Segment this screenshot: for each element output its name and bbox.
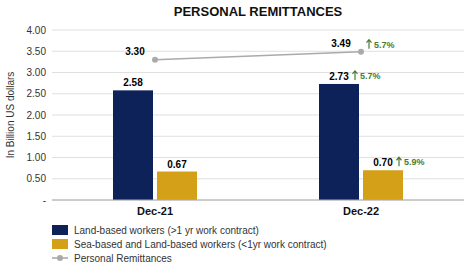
- data-label: 2.58: [123, 77, 143, 88]
- growth-label: 5.7%: [374, 40, 395, 50]
- line: [155, 52, 361, 60]
- y-tick-label: 4.00: [27, 25, 47, 36]
- grid-line: [52, 30, 464, 31]
- growth-arrow: [397, 157, 402, 166]
- grid-line: [52, 51, 464, 52]
- y-tick-label: 2.00: [27, 110, 47, 121]
- labels: 2.58 2.73 5.7% 0.67 0.70 5.9% 3.30 3.49 5.7%: [123, 38, 424, 170]
- grid-line: [52, 200, 464, 201]
- marker: [358, 49, 364, 55]
- legend-label: Sea-based and Land-based workers (<1yr w…: [74, 239, 327, 250]
- y-tick-label: 0.50: [27, 173, 47, 184]
- bar: [157, 172, 197, 200]
- bar: [319, 84, 359, 200]
- legend-label: Land-based workers (>1 yr work contract): [74, 225, 259, 236]
- data-label: 2.73: [329, 71, 349, 82]
- y-tick-label: 2.50: [27, 88, 47, 99]
- grid-line: [52, 72, 464, 73]
- growth-arrow: [367, 40, 372, 49]
- growth-label: 5.9%: [404, 157, 425, 167]
- y-tick-label: -: [43, 195, 46, 206]
- x-tick-label: Dec-22: [343, 205, 379, 217]
- data-label: 0.67: [167, 159, 187, 170]
- grid: [52, 30, 464, 200]
- data-label: 0.70: [373, 157, 393, 168]
- data-label: 3.30: [125, 46, 145, 57]
- growth-arrow: [353, 71, 358, 80]
- marker: [152, 57, 158, 63]
- y-tick-label: 3.50: [27, 46, 47, 57]
- title: PERSONAL REMITTANCES: [174, 4, 343, 19]
- y-tick-label: 3.00: [27, 67, 47, 78]
- growth-label: 5.7%: [360, 71, 381, 81]
- bar: [113, 90, 153, 200]
- legend-swatch: [57, 255, 63, 261]
- plot-area: [113, 49, 403, 200]
- x-tick-label: Dec-21: [137, 205, 173, 217]
- data-label: 3.49: [331, 38, 351, 49]
- legend-swatch: [52, 225, 68, 235]
- x-axis-line: [52, 200, 464, 201]
- y-axis-label: In Billion US dollars: [5, 72, 16, 159]
- legend-label: Personal Remittances: [74, 253, 172, 264]
- y-tick-label: 1.50: [27, 131, 47, 142]
- chart: PERSONAL REMITTANCES In Billion US dollar…: [0, 0, 474, 275]
- bar: [363, 170, 403, 200]
- y-tick-label: 1.00: [27, 152, 47, 163]
- legend: Land-based workers (>1 yr work contract)…: [52, 225, 327, 264]
- legend-swatch: [52, 239, 68, 249]
